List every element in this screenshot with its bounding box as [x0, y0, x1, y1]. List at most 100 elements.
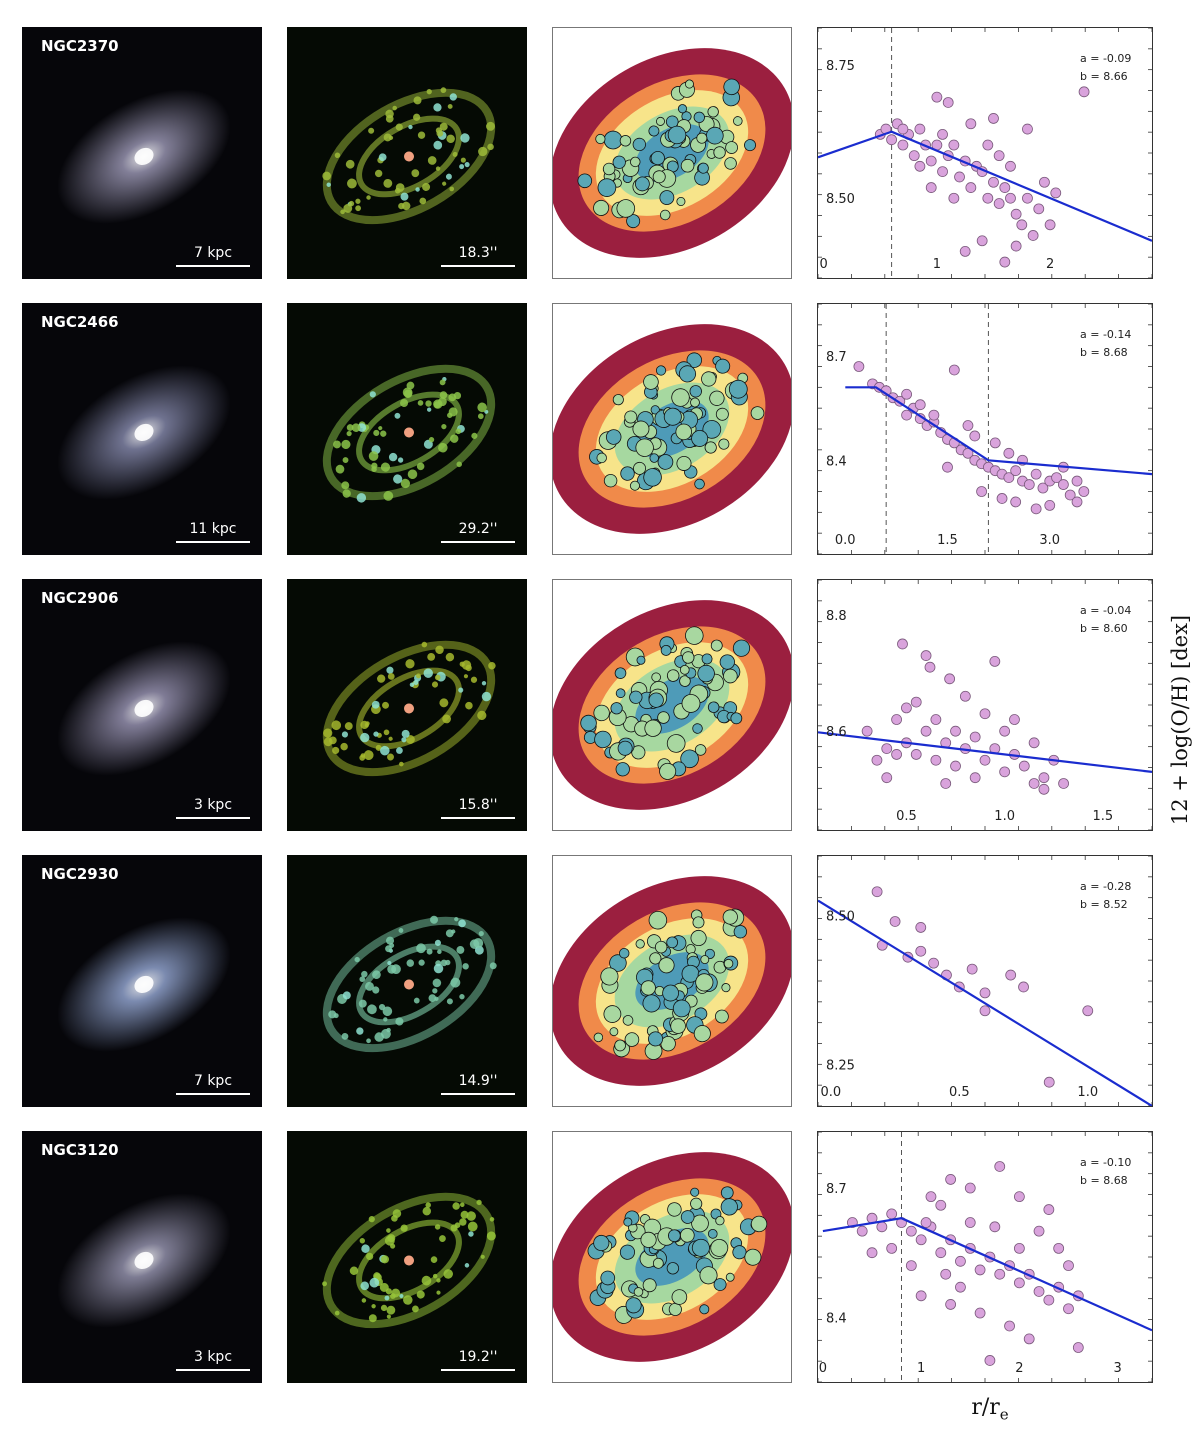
hii-region-point — [996, 493, 1008, 504]
y-tick-label: 8.25 — [826, 1058, 855, 1073]
rgb-galaxy-image — [22, 303, 262, 555]
hii-region-point — [969, 731, 981, 743]
x-axis-label: r/re — [971, 1395, 1009, 1424]
hii-region-point — [942, 461, 953, 473]
hii-region-point — [901, 409, 913, 421]
scale-bar-line — [176, 817, 250, 819]
hii-region-point — [1044, 499, 1056, 511]
hii-region-point — [866, 1247, 878, 1259]
galaxy-row: NGC2466 11 kpc 29.2'' 0.0 1.5 3.0 8.7 8.4 a = -0… — [0, 303, 1200, 555]
hii-region-point — [999, 182, 1011, 193]
y-tick-label: 8.6 — [826, 725, 847, 740]
gradient-fit-line — [845, 386, 1152, 476]
hii-region-point — [1010, 465, 1022, 477]
hii-region-point — [1010, 240, 1022, 252]
hii-region-point — [950, 760, 961, 772]
hii-region-point — [999, 256, 1011, 268]
emission-panel: 18.3'' — [287, 27, 527, 279]
hii-region-point — [914, 399, 926, 411]
hii-region-point — [935, 1199, 947, 1211]
y-tick-label: 8.50 — [826, 192, 855, 207]
abundance-gradient-plot: 0 1 2 3 8.7 8.4 a = -0.10 b = 8.68 — [818, 1132, 1152, 1382]
hii-region-point — [935, 1247, 947, 1259]
hii-region-point — [1022, 123, 1033, 135]
emission-map-image — [287, 579, 527, 831]
scale-bar-line — [441, 1093, 515, 1095]
hii-region-point — [1010, 496, 1022, 508]
y-tick-label: 8.4 — [826, 1311, 847, 1326]
hii-region-point — [1039, 176, 1050, 188]
hii-region-point — [856, 1225, 868, 1237]
x-tick-label: 2 — [1046, 257, 1054, 272]
hii-region-point — [1018, 981, 1029, 993]
hii-region-point — [1063, 1303, 1074, 1315]
hii-region-point — [945, 1174, 957, 1185]
physical-scale-bar: 3 kpc — [176, 797, 250, 819]
rgb-panel: NGC2370 7 kpc — [22, 27, 262, 279]
galaxy-name: NGC2466 — [41, 313, 119, 331]
hii-region-point — [1071, 475, 1083, 487]
angular-scale-bar: 19.2'' — [441, 1349, 515, 1371]
hii-region-point — [886, 1242, 898, 1254]
hii-region-point — [889, 916, 901, 927]
hii-region-point — [1082, 1005, 1094, 1017]
hii-region-point — [950, 725, 961, 737]
hii-region-point — [944, 673, 956, 685]
rgb-galaxy-image — [22, 1131, 262, 1383]
hii-region-point — [982, 139, 994, 151]
intercept-annotation: b = 8.66 — [1080, 70, 1128, 83]
x-tick-label: 0.0 — [835, 533, 856, 548]
hii-region-point — [871, 754, 883, 766]
physical-scale-bar: 7 kpc — [176, 245, 250, 267]
metallicity-panel — [552, 579, 792, 831]
abundance-gradient-plot: 0.0 1.5 3.0 8.7 8.4 a = -0.14 b = 8.68 — [818, 304, 1152, 554]
hii-region-point — [1013, 1277, 1025, 1289]
hii-region-point — [1003, 447, 1015, 459]
physical-scale-label: 3 kpc — [193, 1349, 233, 1365]
x-tick-label: 0.0 — [821, 1085, 842, 1100]
x-tick-label: 3 — [1113, 1361, 1121, 1376]
scale-bar-line — [441, 817, 515, 819]
hii-region-point — [920, 725, 932, 737]
emission-panel: 14.9'' — [287, 855, 527, 1107]
hii-region-point — [955, 1281, 966, 1293]
hii-region-point — [974, 1264, 986, 1276]
metallicity-panel — [552, 303, 792, 555]
hii-region-point — [937, 166, 948, 178]
hii-region-point — [965, 118, 977, 130]
hii-region-point — [974, 1307, 986, 1319]
hii-region-point — [993, 198, 1005, 209]
scale-bar-line — [176, 265, 250, 267]
x-tick-label: 2 — [1015, 1361, 1023, 1376]
scale-bar-line — [441, 265, 515, 267]
slope-annotation: a = -0.04 — [1080, 604, 1131, 617]
hii-region-point — [999, 725, 1011, 737]
hii-region-point — [1038, 772, 1050, 784]
emission-panel: 19.2'' — [287, 1131, 527, 1383]
metallicity-map — [553, 48, 791, 258]
hii-region-point — [914, 160, 926, 172]
hii-region-point — [908, 150, 920, 162]
scale-bar-line — [441, 541, 515, 543]
galaxy-name: NGC2370 — [41, 37, 119, 55]
metallicity-map — [553, 600, 791, 810]
emission-map-image — [287, 1131, 527, 1383]
angular-scale-bar: 14.9'' — [441, 1073, 515, 1095]
hii-region-point — [1071, 496, 1083, 508]
hii-region-point — [942, 97, 954, 108]
hii-region-point — [976, 235, 988, 247]
physical-scale-bar: 7 kpc — [176, 1073, 250, 1095]
hii-region-point — [1033, 1286, 1045, 1297]
y-axis-label: 12 + log(O/H) [dex] — [1168, 614, 1192, 826]
hii-region-point — [1018, 760, 1030, 772]
physical-scale-label: 7 kpc — [193, 1073, 233, 1089]
angular-scale-bar: 29.2'' — [441, 521, 515, 543]
abundance-gradient-plot: 0.0 0.5 1.0 8.50 8.25 a = -0.28 b = 8.52 — [818, 856, 1152, 1106]
y-tick-label: 8.8 — [826, 609, 847, 624]
hii-region-point — [954, 171, 965, 183]
hii-region-point — [969, 430, 981, 442]
hii-region-point — [1078, 486, 1090, 497]
hii-region-point — [1044, 219, 1056, 231]
hii-region-point — [910, 696, 922, 708]
hii-region-point — [989, 655, 1001, 667]
